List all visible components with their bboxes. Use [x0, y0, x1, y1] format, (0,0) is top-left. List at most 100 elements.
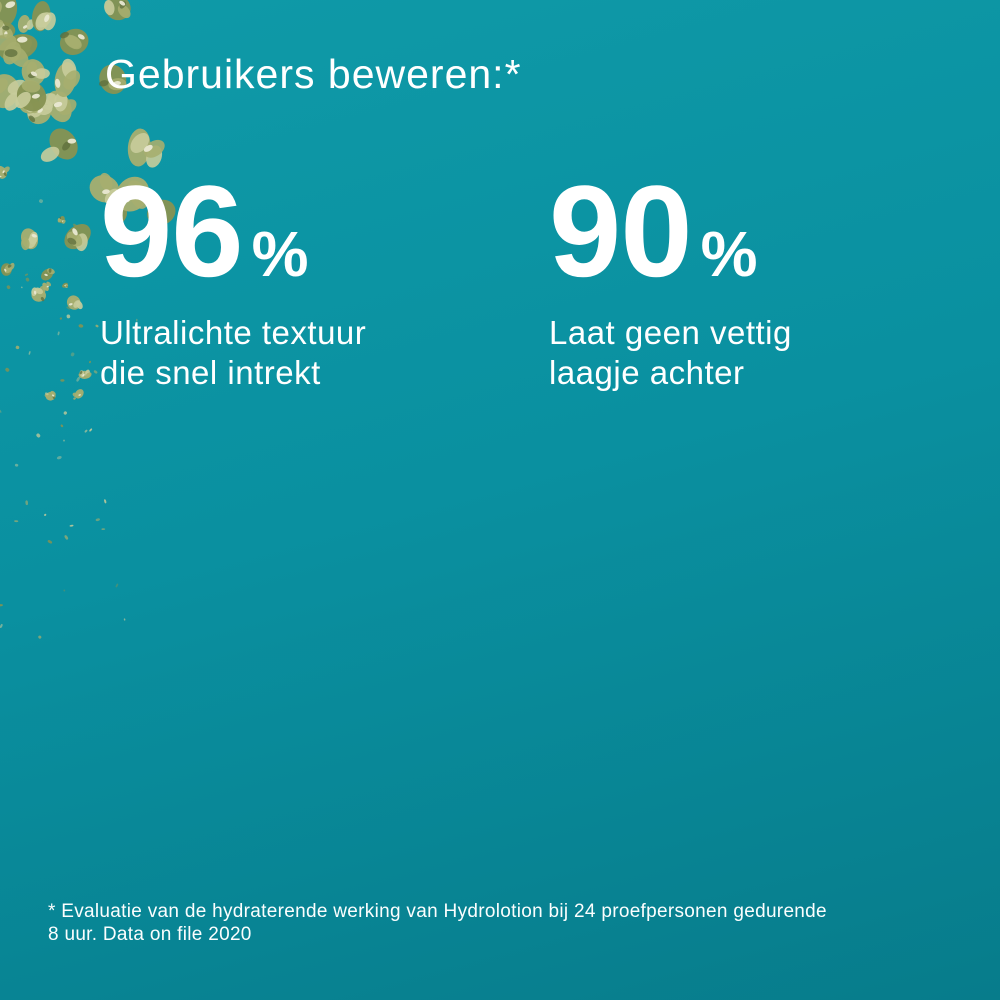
percent-sign: %	[251, 218, 309, 290]
flake-shape	[0, 34, 17, 51]
flake-shape	[123, 618, 126, 621]
flake-shape	[0, 171, 5, 177]
flake-shape	[68, 303, 73, 306]
flake-shape	[18, 44, 31, 53]
flake-shape	[21, 79, 41, 93]
flake-shape	[45, 392, 49, 396]
flake-shape	[66, 295, 81, 310]
flake-shape	[66, 306, 71, 310]
stat-number-text: 96	[100, 158, 244, 304]
flake-shape	[0, 0, 18, 29]
flake-shape	[0, 34, 38, 61]
flake-shape	[0, 604, 3, 607]
flake-shape	[27, 101, 52, 125]
page-title: Gebruikers beweren:*	[105, 51, 522, 97]
flake-shape	[23, 37, 32, 50]
stat-label-no-greasy-film: Laat geen vettig laagje achter	[549, 313, 792, 393]
flake-shape	[31, 93, 40, 99]
flake-shape	[64, 535, 69, 540]
flake-shape	[27, 235, 37, 249]
flake-shape	[0, 22, 6, 36]
flake-shape	[76, 392, 83, 397]
stat-value-texture: 96%	[100, 166, 366, 296]
flake-shape	[24, 273, 29, 276]
flake-shape	[17, 99, 30, 110]
flake-shape	[38, 93, 57, 109]
flake-shape	[0, 175, 2, 178]
flake-shape	[48, 268, 52, 273]
flake-shape	[0, 171, 5, 175]
stat-label-line: laagje achter	[549, 354, 745, 391]
flake-shape	[62, 141, 71, 151]
flake-shape	[0, 623, 3, 629]
flake-shape	[14, 463, 19, 467]
flake-shape	[3, 166, 10, 173]
flake-shape	[119, 0, 126, 6]
flake-shape	[52, 394, 55, 397]
flake-shape	[73, 397, 76, 400]
flake-shape	[104, 499, 107, 504]
flake-shape	[72, 228, 78, 236]
flake-shape	[27, 103, 38, 114]
flake-shape	[28, 115, 36, 123]
flake-shape	[52, 395, 55, 400]
flake-shape	[46, 281, 52, 287]
stat-label-line: Ultralichte textuur	[100, 314, 367, 351]
flake-shape	[9, 40, 22, 49]
footnote-line: 8 uur. Data on file 2020	[48, 924, 252, 945]
flake-shape	[73, 223, 78, 228]
flake-shape	[29, 231, 38, 245]
flake-shape	[44, 273, 48, 277]
stat-label-line: Laat geen vettig	[549, 314, 792, 351]
flake-shape	[38, 635, 42, 639]
flake-shape	[67, 138, 77, 144]
flake-shape	[53, 101, 63, 108]
flake-shape	[8, 262, 15, 270]
flake-shape	[39, 199, 43, 204]
flake-shape	[79, 370, 83, 375]
flake-shape	[7, 79, 28, 95]
flake-shape	[64, 224, 91, 250]
flake-shape	[35, 12, 52, 28]
flake-shape	[117, 4, 131, 19]
flake-shape	[0, 263, 12, 276]
flake-shape	[39, 98, 53, 110]
flake-shape	[24, 101, 34, 113]
flake-shape	[66, 285, 68, 288]
flake-shape	[115, 583, 119, 588]
flake-shape	[58, 99, 77, 115]
flake-shape	[0, 170, 7, 179]
flake-shape	[3, 172, 7, 177]
flake-shape	[49, 128, 78, 160]
flake-shape	[59, 317, 63, 320]
flake-shape	[59, 216, 62, 220]
flake-shape	[74, 389, 84, 399]
flake-shape	[60, 424, 64, 428]
flake-shape	[89, 428, 93, 432]
flake-shape	[3, 41, 22, 65]
flake-shape	[57, 218, 61, 223]
flake-shape	[44, 393, 51, 398]
stat-number-text: 90	[549, 158, 693, 304]
flake-shape	[60, 379, 65, 382]
flake-shape	[31, 287, 38, 297]
flake-shape	[57, 331, 60, 336]
flake-shape	[32, 1, 51, 32]
flake-shape	[76, 300, 83, 310]
flake-shape	[61, 58, 77, 80]
stat-card-light-texture: 96% Ultralichte textuur die snel intrekt	[100, 166, 366, 393]
flake-shape	[12, 46, 18, 52]
flake-shape	[0, 78, 8, 95]
flake-shape	[62, 220, 64, 222]
flake-shape	[63, 589, 66, 592]
flake-shape	[50, 390, 56, 396]
flake-shape	[15, 91, 31, 109]
flake-shape	[8, 46, 29, 68]
flake-shape	[31, 234, 38, 238]
flake-shape	[72, 392, 79, 398]
flake-shape	[85, 369, 90, 377]
flake-shape	[17, 36, 28, 43]
flake-shape	[5, 1, 16, 9]
flake-shape	[4, 31, 8, 38]
